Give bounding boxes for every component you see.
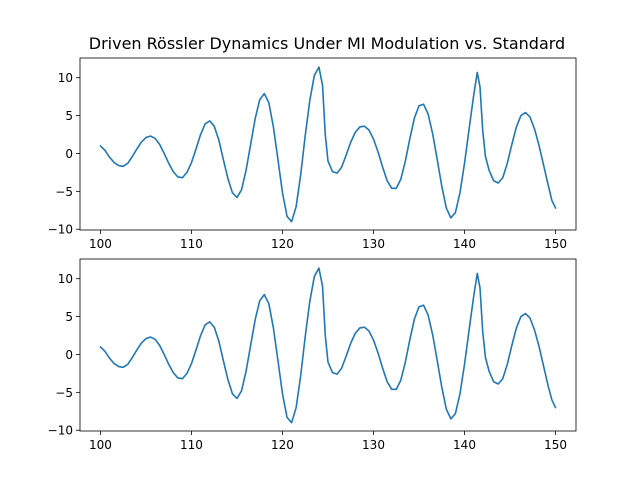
bottom-axes-frame (79, 258, 577, 432)
bottom-y-tick-label: 10 (58, 272, 73, 286)
top-series-line-0 (99, 66, 557, 223)
bottom-x-tick-label: 140 (453, 438, 476, 452)
top-panel: 100 110 120 130 140 150 −10 −5 0 5 10 (48, 57, 577, 251)
top-x-tick-label: 120 (271, 237, 294, 251)
top-x-tick-label: 100 (89, 237, 112, 251)
bottom-x-tick-label: 110 (180, 438, 203, 452)
top-axes-frame (79, 57, 577, 231)
top-y-tick-label: −10 (48, 223, 73, 237)
bottom-y-tick-label: 0 (65, 348, 73, 362)
bottom-x-tick-label: 150 (544, 438, 567, 452)
bottom-x-tick-label: 120 (271, 438, 294, 452)
top-x-tick-label: 140 (453, 237, 476, 251)
bottom-series-line-0 (99, 267, 557, 424)
top-y-tick-label: −5 (55, 185, 73, 199)
top-y-tick-label: 10 (58, 71, 73, 85)
top-y-tick-label: 5 (65, 109, 73, 123)
chart-title: Driven Rössler Dynamics Under MI Modulat… (89, 34, 565, 53)
bottom-x-tick-label: 130 (362, 438, 385, 452)
bottom-panel: 100 110 120 130 140 150 −10 −5 0 5 10 (48, 258, 577, 452)
top-x-tick-label: 150 (544, 237, 567, 251)
top-y-tick-label: 0 (65, 147, 73, 161)
bottom-x-tick-label: 100 (89, 438, 112, 452)
bottom-y-tick-label: −5 (55, 386, 73, 400)
bottom-y-tick-label: 5 (65, 310, 73, 324)
bottom-y-tick-label: −10 (48, 424, 73, 438)
top-x-tick-label: 110 (180, 237, 203, 251)
top-x-tick-label: 130 (362, 237, 385, 251)
